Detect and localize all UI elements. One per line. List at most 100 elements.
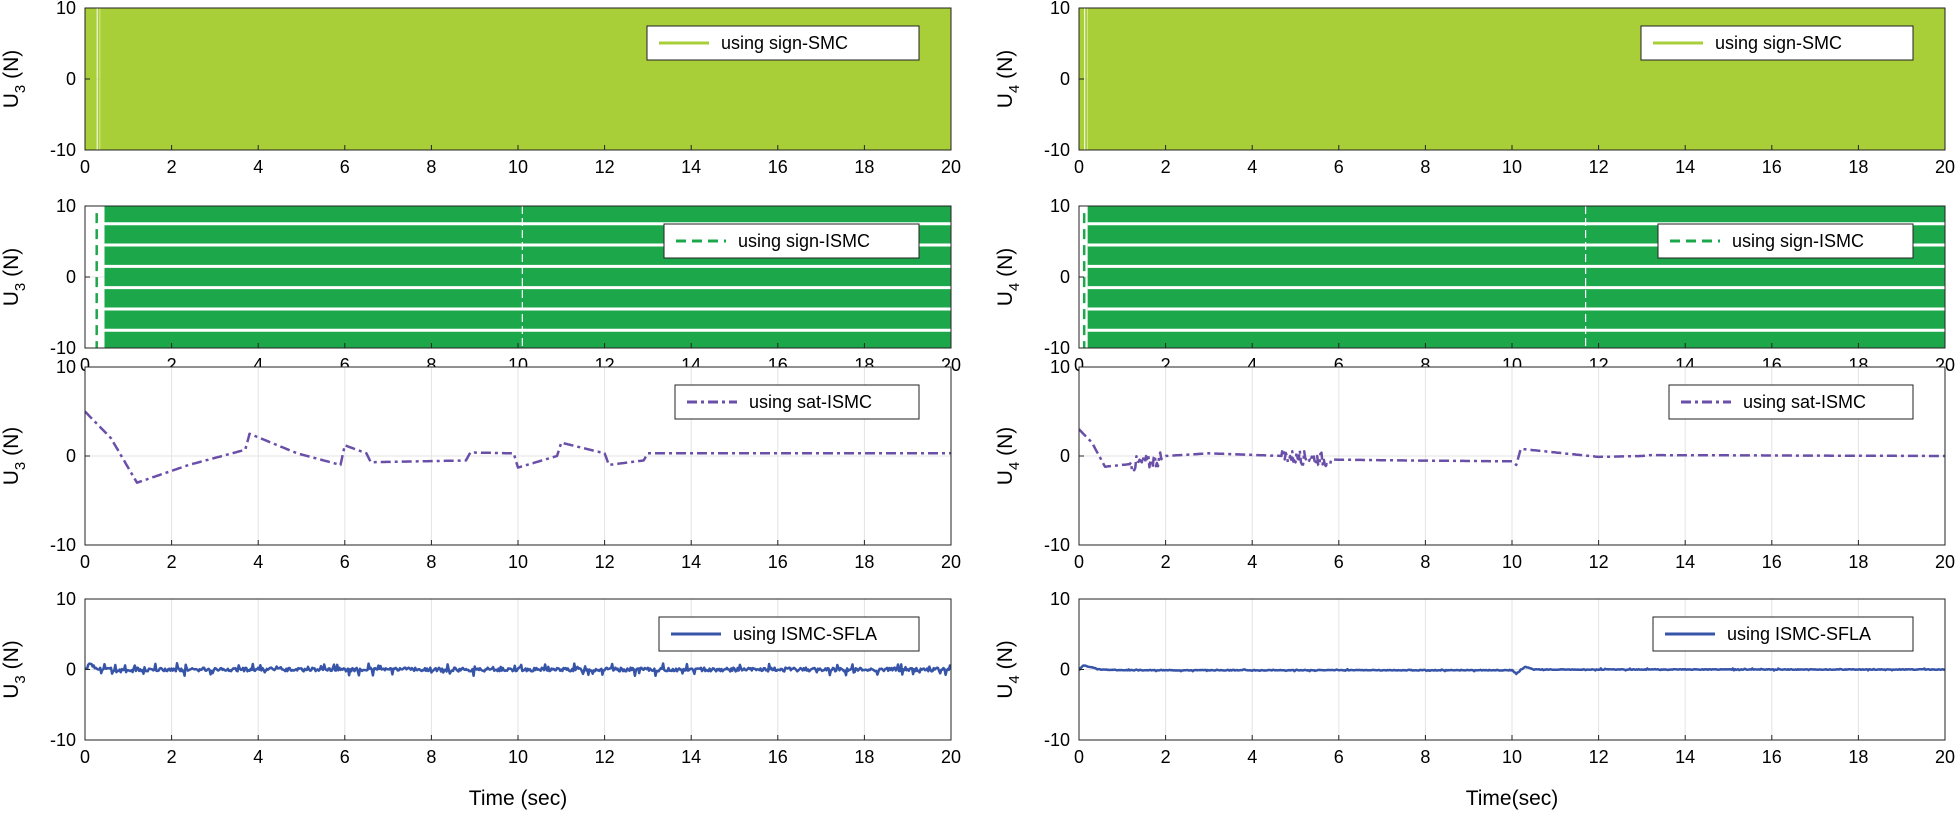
x-tick-label: 6 <box>340 355 350 375</box>
x-tick-label: 12 <box>595 747 615 767</box>
y-tick-label: 0 <box>1060 267 1070 287</box>
legend-box <box>1657 223 1914 259</box>
y-label-unit: (N) <box>0 248 23 283</box>
x-tick-label: 8 <box>426 552 436 572</box>
legend-label: using sat-ISMC <box>1743 392 1866 412</box>
x-tick-label: 2 <box>1161 157 1171 177</box>
y-label-subscript: 4 <box>1006 283 1023 291</box>
y-tick-label: 0 <box>1060 69 1070 89</box>
x-tick-label: 10 <box>508 552 528 572</box>
x-axis-label: Time(sec) <box>1466 787 1559 810</box>
x-tick-label: 6 <box>340 552 350 572</box>
x-tick-label: 4 <box>1247 157 1257 177</box>
x-tick-label: 20 <box>941 552 961 572</box>
x-tick-label: 14 <box>1675 747 1695 767</box>
x-tick-label: 8 <box>426 747 436 767</box>
y-label-unit: (N) <box>0 50 23 85</box>
y-tick-label: -10 <box>50 535 76 555</box>
legend-label: using sat-ISMC <box>749 392 872 412</box>
y-tick-label: 10 <box>56 357 76 377</box>
y-tick-label: -10 <box>1044 338 1070 358</box>
series-p31 <box>1079 664 1945 676</box>
y-label-main: U <box>994 93 1017 108</box>
x-tick-label: 10 <box>1502 157 1522 177</box>
x-tick-label: 16 <box>768 552 788 572</box>
y-tick-label: -10 <box>1044 730 1070 750</box>
x-tick-label: 16 <box>1762 157 1782 177</box>
y-tick-label: 10 <box>56 196 76 216</box>
series-line <box>85 410 951 484</box>
x-tick-label: 14 <box>681 747 701 767</box>
y-label-unit: (N) <box>994 640 1017 675</box>
x-tick-label: 14 <box>681 157 701 177</box>
y-tick-label: 10 <box>1050 357 1070 377</box>
x-tick-label: 18 <box>1848 552 1868 572</box>
y-label-main: U <box>0 684 23 699</box>
x-tick-label: 6 <box>340 157 350 177</box>
x-tick-label: 20 <box>941 157 961 177</box>
x-tick-label: 8 <box>1420 747 1430 767</box>
y-axis-label: U4 (N) <box>994 50 1023 109</box>
x-tick-label: 0 <box>1074 747 1084 767</box>
y-tick-label: 10 <box>56 589 76 609</box>
legend: using sign-ISMC <box>663 223 920 259</box>
y-tick-label: 0 <box>66 267 76 287</box>
y-label-subscript: 3 <box>12 85 29 93</box>
y-tick-label: -10 <box>50 338 76 358</box>
y-axis-label: U3 (N) <box>0 248 29 307</box>
x-tick-label: 2 <box>167 552 177 572</box>
x-tick-label: 12 <box>595 157 615 177</box>
x-tick-label: 2 <box>167 355 177 375</box>
y-label-main: U <box>0 470 23 485</box>
legend-label: using ISMC-SFLA <box>733 624 877 644</box>
x-tick-label: 6 <box>1334 747 1344 767</box>
y-axis-label: U3 (N) <box>0 640 29 699</box>
x-tick-label: 20 <box>1935 747 1955 767</box>
y-label-main: U <box>994 291 1017 306</box>
x-tick-label: 0 <box>1074 157 1084 177</box>
y-label-unit: (N) <box>994 427 1017 462</box>
series-p30 <box>85 662 951 678</box>
x-tick-label: 0 <box>80 747 90 767</box>
y-label-subscript: 3 <box>12 462 29 470</box>
y-tick-label: 10 <box>1050 0 1070 18</box>
x-tick-label: 6 <box>1334 355 1344 375</box>
y-tick-label: 10 <box>1050 196 1070 216</box>
y-axis-label: U3 (N) <box>0 427 29 486</box>
x-tick-label: 2 <box>1161 747 1171 767</box>
y-tick-label: -10 <box>1044 140 1070 160</box>
x-axis-label: Time (sec) <box>469 787 567 810</box>
x-tick-label: 0 <box>1074 355 1084 375</box>
x-tick-label: 12 <box>595 552 615 572</box>
series-p20 <box>85 410 951 484</box>
x-tick-label: 14 <box>1675 552 1695 572</box>
x-tick-label: 2 <box>167 157 177 177</box>
x-tick-label: 8 <box>426 157 436 177</box>
legend: using ISMC-SFLA <box>658 616 920 652</box>
x-tick-label: 10 <box>508 157 528 177</box>
y-tick-label: -10 <box>1044 535 1070 555</box>
x-tick-label: 4 <box>253 355 263 375</box>
legend-box <box>663 223 920 259</box>
y-label-main: U <box>994 470 1017 485</box>
y-tick-label: 0 <box>1060 660 1070 680</box>
x-tick-label: 8 <box>426 355 436 375</box>
x-tick-label: 4 <box>1247 355 1257 375</box>
x-tick-label: 12 <box>1589 157 1609 177</box>
x-tick-label: 20 <box>1935 552 1955 572</box>
y-label-unit: (N) <box>994 50 1017 85</box>
x-tick-label: 16 <box>768 157 788 177</box>
legend: using sign-SMC <box>646 25 920 61</box>
x-tick-label: 2 <box>167 747 177 767</box>
series-line <box>85 662 951 678</box>
x-tick-label: 4 <box>253 157 263 177</box>
y-axis-label: U4 (N) <box>994 248 1023 307</box>
legend-label: using sign-ISMC <box>738 231 870 251</box>
y-label-unit: (N) <box>994 248 1017 283</box>
x-tick-label: 10 <box>1502 747 1522 767</box>
